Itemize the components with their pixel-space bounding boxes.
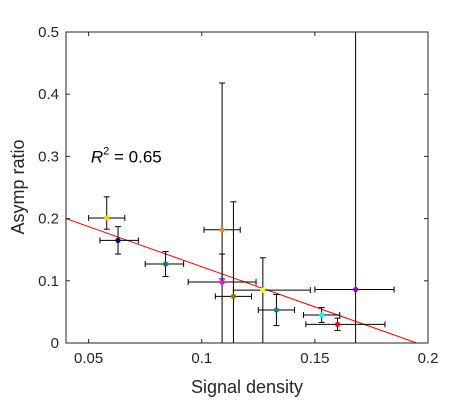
- x-tick-label: 0.2: [418, 350, 439, 367]
- y-tick-label: 0.5: [38, 24, 59, 41]
- axes-box: [65, 31, 429, 344]
- x-tick-label: 0.1: [191, 350, 212, 367]
- data-point-9: [319, 312, 325, 318]
- y-tick-label: 0.4: [38, 86, 59, 103]
- y-tick-label: 0.1: [38, 273, 59, 290]
- data-point-2: [115, 237, 121, 243]
- tick-labels: 0.05 0.1 0.15 0.2 0 0.1 0.2 0.3 0.4 0.5: [38, 24, 438, 367]
- r-symbol: R: [91, 148, 103, 167]
- error-bar-7: [232, 257, 311, 343]
- r-superscript: 2: [103, 146, 109, 158]
- data-point-7: [260, 287, 266, 293]
- data-point-1: [104, 215, 110, 221]
- r-squared-value: = 0.65: [109, 148, 161, 167]
- plot-area: [66, 32, 428, 343]
- data-point-11: [353, 286, 359, 293]
- data-point-8: [273, 307, 280, 313]
- r-squared-annotation: R2 = 0.65: [91, 146, 162, 167]
- point-layer: [104, 215, 359, 327]
- data-point-4: [219, 227, 225, 233]
- x-tick-label: 0.15: [300, 350, 329, 367]
- fit-line: [66, 218, 417, 343]
- x-axis-label: Signal density: [191, 377, 303, 397]
- fit-line-layer: [66, 218, 417, 343]
- y-tick-label: 0: [51, 335, 59, 352]
- y-axis-label: Asymp ratio: [8, 139, 28, 234]
- x-tick-label: 0.05: [74, 350, 103, 367]
- data-point-10: [334, 321, 341, 327]
- data-point-3: [162, 261, 169, 267]
- data-point-5: [219, 279, 225, 285]
- error-bar-1: [88, 196, 126, 230]
- data-point-6: [230, 293, 237, 299]
- y-tick-label: 0.2: [38, 211, 59, 228]
- axes: [65, 31, 429, 344]
- y-tick-label: 0.3: [38, 148, 59, 165]
